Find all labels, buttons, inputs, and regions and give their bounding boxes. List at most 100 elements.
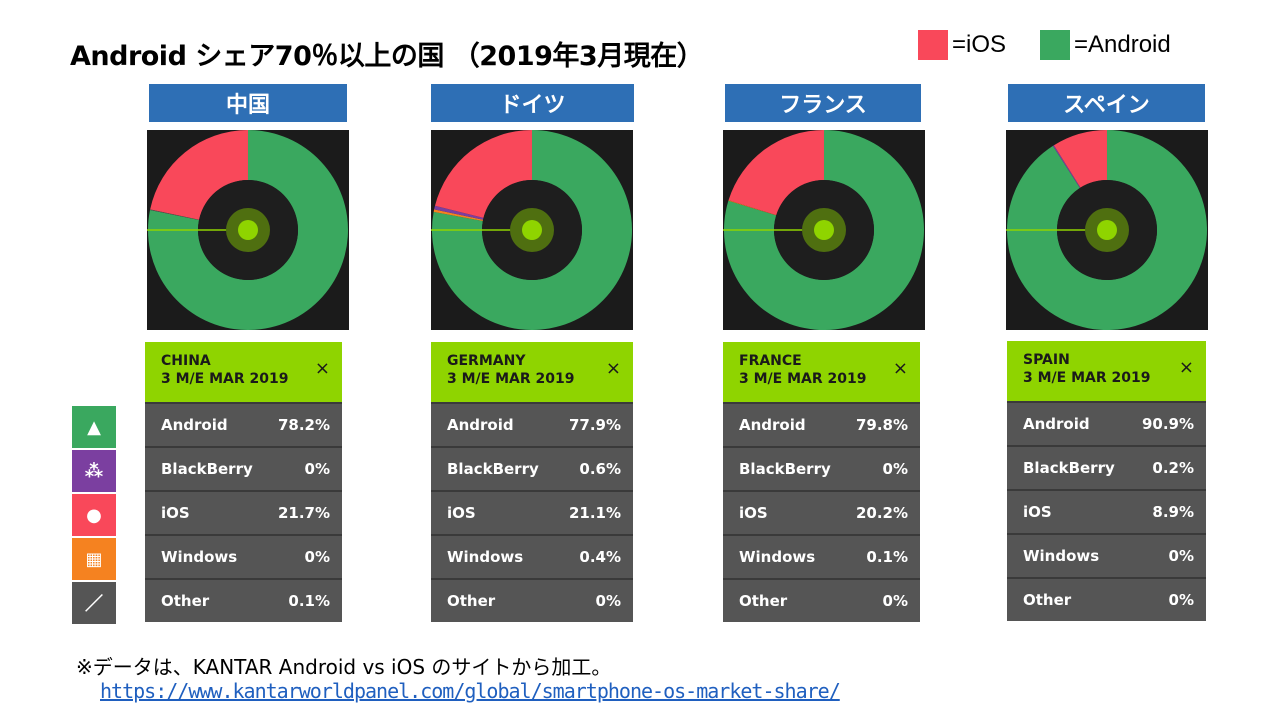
close-icon[interactable]: × <box>892 358 908 379</box>
footnote: ※データは、KANTAR Android vs iOS のサイトから加工。 <box>76 655 612 679</box>
source-link[interactable]: https://www.kantarworldpanel.com/global/… <box>100 679 841 703</box>
page-title: Android シェア70％以上の国 （2019年3月現在） <box>70 41 704 72</box>
panel-country: CHINA <box>161 353 211 369</box>
slice-android <box>1007 130 1207 330</box>
legend-android-label: =Android <box>1074 31 1171 58</box>
share-row-android: Android 77.9% <box>431 404 633 446</box>
os-name: Other <box>1023 591 1072 609</box>
slice-blackberry <box>1052 145 1081 188</box>
center-dot[interactable] <box>814 220 834 240</box>
slice-ios <box>728 130 824 216</box>
os-name: iOS <box>1023 503 1052 521</box>
os-name: Android <box>739 416 806 434</box>
os-name: Other <box>739 592 788 610</box>
close-icon[interactable]: × <box>314 358 330 379</box>
country-label-spain: スペイン <box>1008 84 1205 122</box>
blackberry-icon[interactable]: ⁂ <box>72 450 116 492</box>
share-panel-china: CHINA 3 M/E MAR 2019 × Android 78.2% Blac… <box>145 342 342 622</box>
close-icon[interactable]: × <box>605 358 621 379</box>
os-name: BlackBerry <box>447 460 539 478</box>
panel-header: GERMANY 3 M/E MAR 2019 × <box>431 342 633 402</box>
panel-period: 3 M/E MAR 2019 <box>161 371 289 387</box>
slice-android <box>432 130 632 330</box>
android-swatch <box>1040 30 1070 60</box>
legend-android: =Android <box>1040 30 1171 60</box>
os-share: 21.1% <box>568 504 621 522</box>
share-row-ios: iOS 21.1% <box>431 492 633 534</box>
os-share: 0% <box>882 592 908 610</box>
os-share: 0% <box>1168 547 1194 565</box>
share-row-android: Android 90.9% <box>1007 403 1206 445</box>
slash-icon[interactable]: ／ <box>72 582 116 624</box>
share-row-android: Android 78.2% <box>145 404 342 446</box>
apple-icon[interactable]: ● <box>72 494 116 536</box>
share-row-blackberry: BlackBerry 0% <box>723 448 920 490</box>
os-name: BlackBerry <box>1023 459 1115 477</box>
panel-country: SPAIN <box>1023 352 1070 368</box>
country-label-germany: ドイツ <box>431 84 634 122</box>
panel-header: SPAIN 3 M/E MAR 2019 × <box>1007 341 1206 401</box>
share-row-other: Other 0% <box>723 580 920 622</box>
share-row-other: Other 0% <box>1007 579 1206 621</box>
os-share: 0% <box>304 548 330 566</box>
os-share: 21.7% <box>277 504 330 522</box>
ios-swatch <box>918 30 948 60</box>
os-name: BlackBerry <box>739 460 831 478</box>
legend-ios: =iOS <box>918 30 1006 60</box>
os-share: 0% <box>1168 591 1194 609</box>
close-icon[interactable]: × <box>1178 357 1194 378</box>
os-share: 78.2% <box>277 416 330 434</box>
slice-ios <box>150 130 248 220</box>
os-share: 0.2% <box>1152 459 1194 477</box>
slice-ios <box>1053 130 1107 188</box>
share-row-windows: Windows 0.1% <box>723 536 920 578</box>
slice-windows <box>728 200 777 216</box>
share-row-blackberry: BlackBerry 0.6% <box>431 448 633 490</box>
panel-period: 3 M/E MAR 2019 <box>1023 370 1151 386</box>
panel-period: 3 M/E MAR 2019 <box>739 371 867 387</box>
panel-country: GERMANY <box>447 353 526 369</box>
center-dot[interactable] <box>522 220 542 240</box>
os-name: BlackBerry <box>161 460 253 478</box>
os-name: iOS <box>447 504 476 522</box>
slice-other <box>150 209 200 221</box>
os-name: Android <box>447 416 514 434</box>
os-name: Windows <box>161 548 238 566</box>
os-share: 0% <box>882 460 908 478</box>
os-share: 0.1% <box>866 548 908 566</box>
os-share: 79.8% <box>855 416 908 434</box>
os-name: Android <box>161 416 228 434</box>
slice-windows <box>433 209 484 221</box>
center-dot[interactable] <box>238 220 258 240</box>
os-share: 0.1% <box>288 592 330 610</box>
os-share: 0.4% <box>579 548 621 566</box>
country-label-france: フランス <box>725 84 921 122</box>
slice-ios <box>434 130 532 218</box>
share-row-other: Other 0.1% <box>145 580 342 622</box>
share-row-ios: iOS 21.7% <box>145 492 342 534</box>
os-share: 20.2% <box>855 504 908 522</box>
slice-blackberry <box>434 205 484 220</box>
share-row-ios: iOS 8.9% <box>1007 491 1206 533</box>
os-name: iOS <box>739 504 768 522</box>
donut-chart-china <box>147 130 349 330</box>
center-dot[interactable] <box>1097 220 1117 240</box>
panel-header: CHINA 3 M/E MAR 2019 × <box>145 342 342 402</box>
os-name: Windows <box>739 548 816 566</box>
android-icon[interactable]: ▲ <box>72 406 116 448</box>
os-name: Other <box>161 592 210 610</box>
share-panel-germany: GERMANY 3 M/E MAR 2019 × Android 77.9% Bl… <box>431 342 633 622</box>
legend-ios-label: =iOS <box>952 31 1007 58</box>
os-name: iOS <box>161 504 190 522</box>
os-share: 90.9% <box>1141 415 1194 433</box>
panel-header: FRANCE 3 M/E MAR 2019 × <box>723 342 920 402</box>
os-name: Windows <box>1023 547 1100 565</box>
os-share: 8.9% <box>1152 503 1194 521</box>
os-share: 0% <box>304 460 330 478</box>
windows-icon[interactable]: ▦ <box>72 538 116 580</box>
share-row-windows: Windows 0% <box>1007 535 1206 577</box>
share-panel-france: FRANCE 3 M/E MAR 2019 × Android 79.8% Bla… <box>723 342 920 622</box>
share-row-windows: Windows 0% <box>145 536 342 578</box>
share-row-ios: iOS 20.2% <box>723 492 920 534</box>
os-name: Other <box>447 592 496 610</box>
